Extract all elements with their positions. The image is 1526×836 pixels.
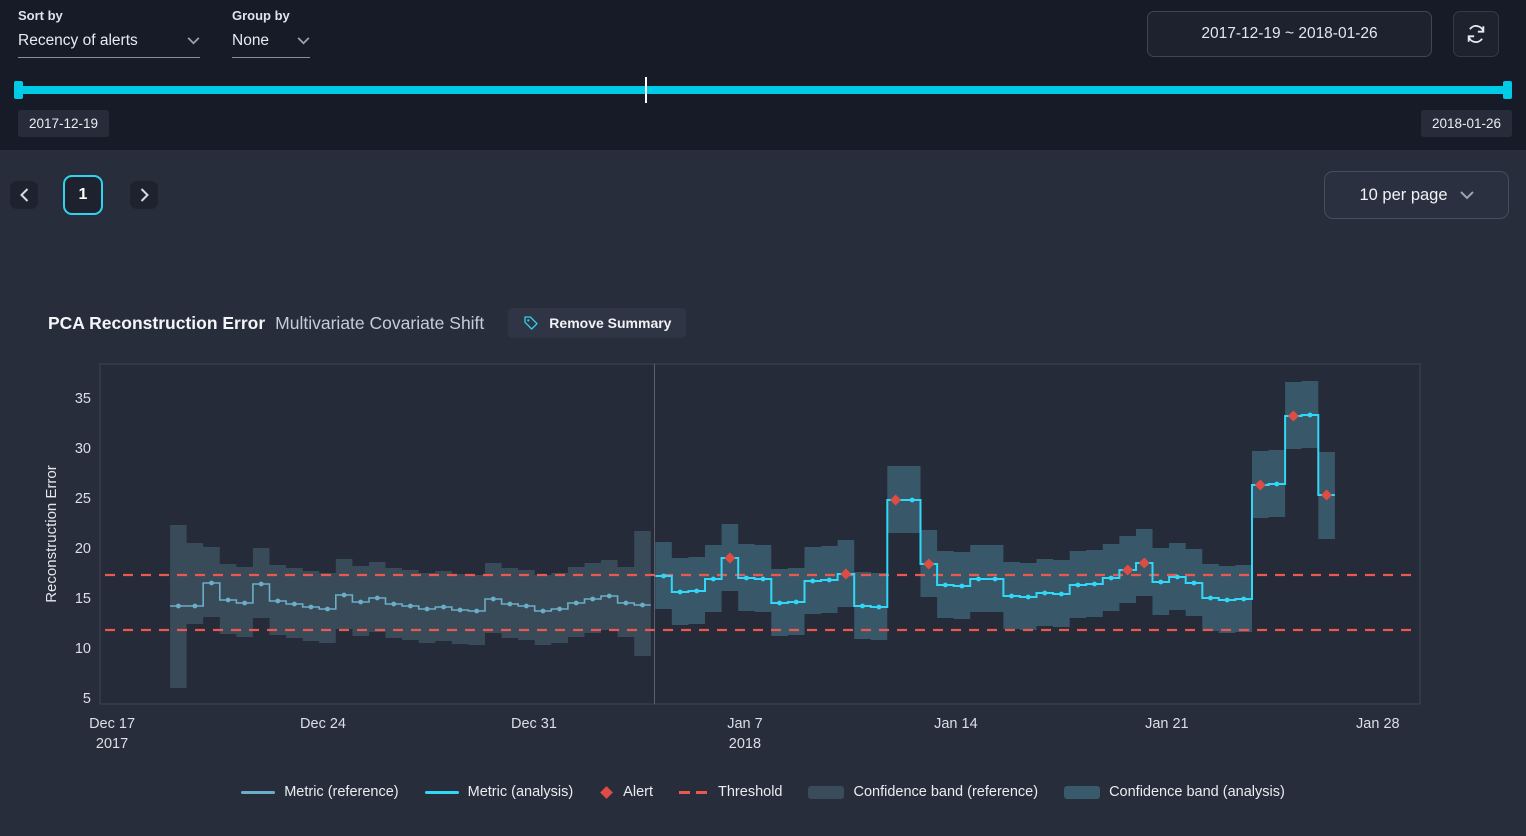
svg-text:Jan 21: Jan 21 (1145, 716, 1189, 732)
legend-item-threshold[interactable]: Threshold (679, 784, 782, 800)
chevron-right-icon (140, 188, 149, 202)
svg-text:Jan 14: Jan 14 (934, 716, 978, 732)
per-page-value: 10 per page (1359, 186, 1447, 205)
slider-handle-end[interactable] (1503, 81, 1512, 99)
date-range-slider[interactable] (16, 86, 1510, 94)
remove-summary-button[interactable]: Remove Summary (508, 308, 686, 338)
group-by-select[interactable]: None (232, 32, 310, 58)
top-toolbar: Sort by Recency of alerts Group by None … (0, 0, 1526, 150)
svg-text:30: 30 (75, 441, 91, 457)
range-start-chip: 2017-12-19 (18, 110, 109, 137)
svg-text:Jan 28: Jan 28 (1356, 716, 1400, 732)
svg-text:25: 25 (75, 491, 91, 507)
legend-label: Alert (623, 784, 653, 800)
chevron-down-icon (297, 37, 310, 45)
legend-label: Threshold (718, 784, 782, 800)
legend-swatch-metric-reference (241, 791, 275, 794)
chart-legend: Metric (reference) Metric (analysis) Ale… (0, 784, 1526, 800)
slider-handle-start[interactable] (14, 81, 23, 99)
sync-icon (1465, 23, 1487, 45)
tag-icon (523, 315, 539, 331)
date-range-value: 2017-12-19 ~ 2018-01-26 (1201, 25, 1377, 43)
legend-swatch-threshold (679, 791, 709, 794)
svg-text:2017: 2017 (96, 736, 128, 752)
legend-swatch-band-reference (808, 786, 844, 799)
legend-item-band-analysis[interactable]: Confidence band (analysis) (1064, 784, 1285, 800)
legend-item-metric-analysis[interactable]: Metric (analysis) (425, 784, 574, 800)
svg-text:35: 35 (75, 391, 91, 407)
range-end-chip: 2018-01-26 (1421, 110, 1512, 137)
plot-area (100, 364, 1420, 704)
metric-chart[interactable]: 5 10 15 20 25 30 35 Dec 17 2017 Dec 24 Dec 31 Jan 7… (40, 360, 1440, 772)
svg-text:15: 15 (75, 591, 91, 607)
svg-text:10: 10 (75, 641, 91, 657)
legend-swatch-metric-analysis (425, 791, 459, 794)
remove-summary-label: Remove Summary (549, 315, 671, 331)
svg-text:2018: 2018 (729, 736, 761, 752)
refresh-button[interactable] (1453, 11, 1499, 57)
sort-by-value: Recency of alerts (18, 32, 138, 50)
svg-text:5: 5 (83, 691, 91, 707)
previous-page-button[interactable] (10, 181, 38, 209)
legend-label: Confidence band (reference) (853, 784, 1038, 800)
chevron-down-icon (1460, 191, 1474, 200)
legend-label: Metric (reference) (284, 784, 398, 800)
next-page-button[interactable] (130, 181, 158, 209)
svg-text:20: 20 (75, 541, 91, 557)
chart-title: PCA Reconstruction Error (48, 313, 265, 334)
legend-item-band-reference[interactable]: Confidence band (reference) (808, 784, 1038, 800)
page-1-button[interactable]: 1 (63, 175, 103, 215)
legend-label: Metric (analysis) (468, 784, 574, 800)
legend-label: Confidence band (analysis) (1109, 784, 1285, 800)
date-range-input[interactable]: 2017-12-19 ~ 2018-01-26 (1147, 11, 1432, 57)
group-by-group: Group by None (232, 8, 310, 58)
chevron-left-icon (20, 188, 29, 202)
sort-by-select[interactable]: Recency of alerts (18, 32, 200, 58)
svg-text:Dec 17: Dec 17 (89, 716, 135, 732)
chevron-down-icon (187, 37, 200, 45)
slider-position-marker[interactable] (645, 77, 647, 103)
legend-swatch-band-analysis (1064, 786, 1100, 799)
legend-item-alert[interactable]: Alert (599, 784, 653, 800)
chart-header: PCA Reconstruction Error Multivariate Co… (48, 308, 686, 338)
group-by-value: None (232, 32, 269, 50)
sort-by-group: Sort by Recency of alerts (18, 8, 200, 58)
chart-subtitle: Multivariate Covariate Shift (275, 313, 484, 334)
sort-by-label: Sort by (18, 8, 200, 23)
svg-text:Jan 7: Jan 7 (727, 716, 762, 732)
svg-text:Dec 24: Dec 24 (300, 716, 346, 732)
legend-item-metric-reference[interactable]: Metric (reference) (241, 784, 398, 800)
group-by-label: Group by (232, 8, 310, 23)
legend-swatch-alert (600, 786, 613, 799)
per-page-select[interactable]: 10 per page (1324, 171, 1509, 219)
y-axis-label: Reconstruction Error (43, 465, 60, 603)
svg-text:Dec 31: Dec 31 (511, 716, 557, 732)
